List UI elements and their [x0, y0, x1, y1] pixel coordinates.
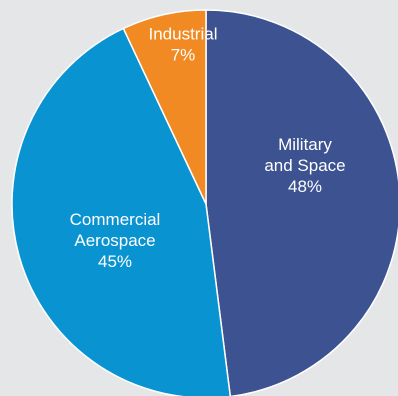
slice-category-label: Commercial [70, 210, 161, 229]
pie-labels: Military and Space 48% Commercial Aerospace 4… [70, 25, 346, 272]
slice-value-label: 48% [288, 177, 322, 196]
slice-category-label: Military [278, 135, 332, 154]
slice-value-label: 45% [98, 252, 132, 271]
slice-category-label: Aerospace [74, 231, 155, 250]
slice-category-label: and Space [264, 156, 345, 175]
slice-label-commercial-aerospace: Commercial Aerospace 45% [70, 210, 161, 271]
slice-value-label: 7% [171, 46, 196, 65]
slice-category-label: Industrial [149, 25, 218, 44]
slice-label-military-and-space: Military and Space 48% [264, 135, 345, 196]
pie-slices [11, 9, 398, 396]
slice-label-industrial: Industrial 7% [149, 25, 218, 65]
pie-slice-commercial-aerospace [11, 27, 232, 396]
pie-slice-military-and-space [205, 9, 398, 396]
pie-slice-industrial [122, 9, 207, 205]
